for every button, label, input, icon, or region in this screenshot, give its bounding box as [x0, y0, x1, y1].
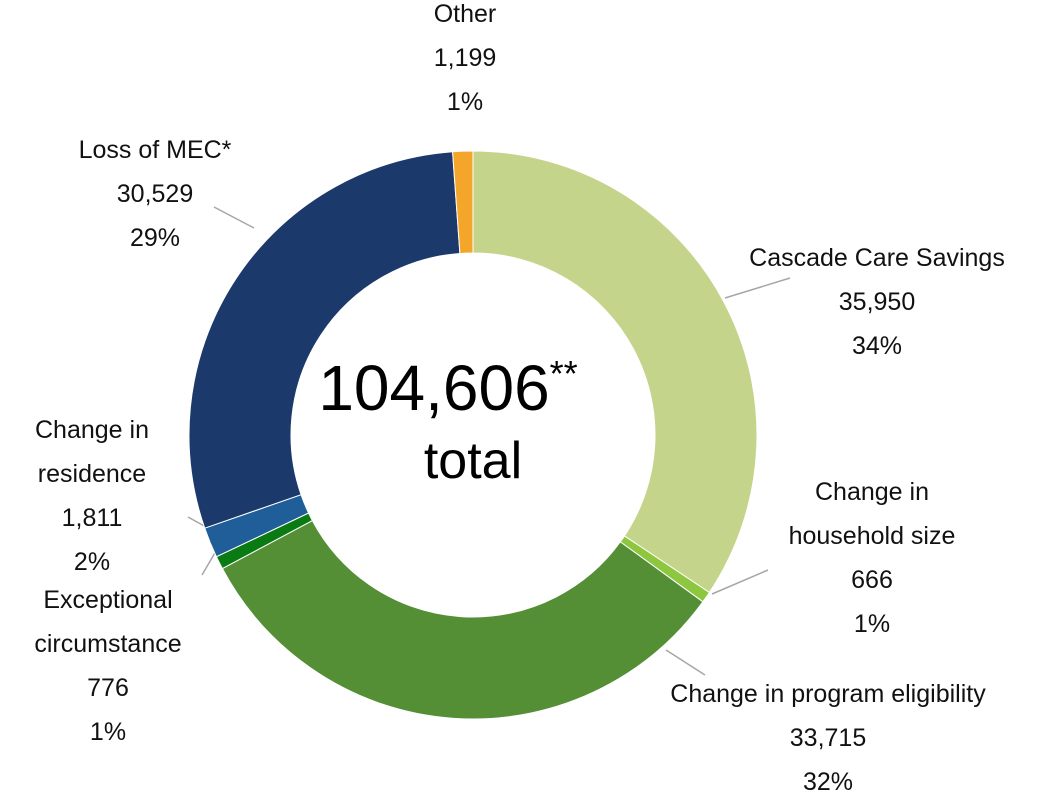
leader-line: [187, 516, 207, 528]
value-label: 1,811: [61, 504, 123, 532]
percent-label: 1%: [446, 88, 484, 116]
leader-line: [665, 649, 706, 676]
percent-label: 1%: [89, 718, 127, 746]
leaders: [187, 206, 791, 676]
category-label: Exceptional circumstance: [34, 586, 182, 658]
total-value: 104,606**: [318, 352, 577, 424]
value-label: 33,715: [789, 724, 867, 752]
value-label: 1,199: [433, 44, 497, 72]
total-text: total: [424, 432, 522, 490]
leader-line: [213, 206, 255, 229]
value-label: 776: [87, 674, 129, 702]
leader-line: [711, 569, 769, 595]
slice-label: Exceptional circumstance 776 1%: [8, 578, 208, 754]
category-label: Other: [433, 0, 497, 28]
category-label: Change in residence: [35, 416, 149, 488]
slice: [452, 150, 474, 255]
leader-line: [201, 550, 217, 576]
total-number: 104,606: [318, 352, 549, 424]
slice-label: Change in household size 666 1%: [772, 470, 972, 646]
percent-label: 32%: [802, 768, 854, 796]
slice: [188, 151, 461, 529]
slice: [472, 150, 758, 594]
slice-label: Change in residence 1,811 2%: [17, 408, 167, 584]
value-label: 30,529: [116, 180, 194, 208]
category-label: Change in program eligibility: [670, 680, 986, 708]
total-note: **: [550, 353, 578, 394]
percent-label: 34%: [851, 332, 903, 360]
slices: [188, 150, 758, 720]
slice-label: Cascade Care Savings 35,950 34%: [717, 236, 1037, 368]
category-label: Cascade Care Savings: [749, 244, 1005, 272]
leader-line: [724, 277, 791, 299]
percent-label: 1%: [853, 610, 891, 638]
slice-label: Loss of MEC* 30,529 29%: [30, 128, 280, 260]
slice-label: Other 1,199 1%: [365, 0, 565, 124]
category-label: Change in household size: [788, 478, 956, 550]
slice-label: Change in program eligibility 33,715 32%: [618, 672, 1038, 804]
value-label: 666: [851, 566, 893, 594]
percent-label: 29%: [129, 224, 181, 252]
slice: [221, 519, 704, 720]
value-label: 35,950: [838, 288, 916, 316]
category-label: Loss of MEC*: [78, 136, 232, 164]
percent-label: 2%: [73, 548, 111, 576]
